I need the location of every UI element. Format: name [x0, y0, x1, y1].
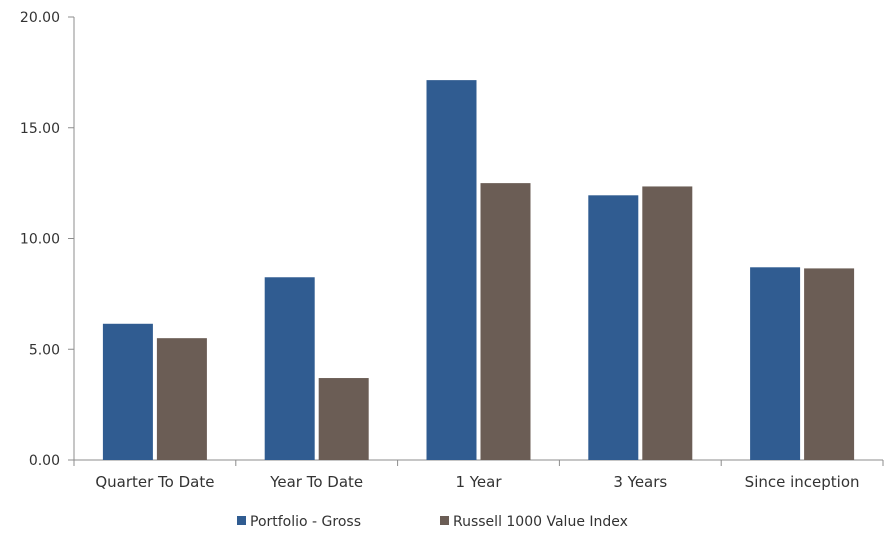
bar-russell-3 — [642, 186, 693, 460]
y-axis: 0.00 5.00 10.00 15.00 20.00 — [20, 10, 75, 469]
x-axis: Quarter To Date Year To Date 1 Year 3 Years… — [73, 459, 884, 491]
x-category-label: Year To Date — [269, 473, 363, 491]
x-category-label: 1 Year — [455, 473, 502, 491]
y-tick-label: 10.00 — [20, 232, 60, 248]
legend-swatch — [440, 516, 449, 525]
y-tick-label: 0.00 — [29, 453, 60, 469]
legend-swatch — [237, 516, 246, 525]
bar-russell-1 — [318, 378, 369, 460]
bars-group — [102, 80, 855, 460]
legend-label: Russell 1000 Value Index — [453, 514, 628, 530]
x-category-label: Quarter To Date — [95, 473, 214, 491]
bar-portfolio-2 — [426, 80, 477, 460]
x-category-label: 3 Years — [613, 473, 667, 491]
y-tick-label: 20.00 — [20, 10, 60, 26]
bar-russell-4 — [804, 268, 855, 460]
bar-portfolio-4 — [750, 267, 801, 460]
bar-portfolio-0 — [102, 323, 153, 460]
legend: Portfolio - Gross Russell 1000 Value Inde… — [237, 514, 628, 530]
bar-portfolio-3 — [588, 195, 639, 460]
y-tick-label: 15.00 — [20, 121, 60, 137]
legend-label: Portfolio - Gross — [250, 514, 361, 530]
bar-russell-2 — [480, 183, 531, 460]
bar-portfolio-1 — [264, 277, 315, 460]
y-tick-label: 5.00 — [29, 342, 60, 358]
bar-russell-0 — [156, 338, 207, 460]
x-category-label: Since inception — [745, 473, 860, 491]
